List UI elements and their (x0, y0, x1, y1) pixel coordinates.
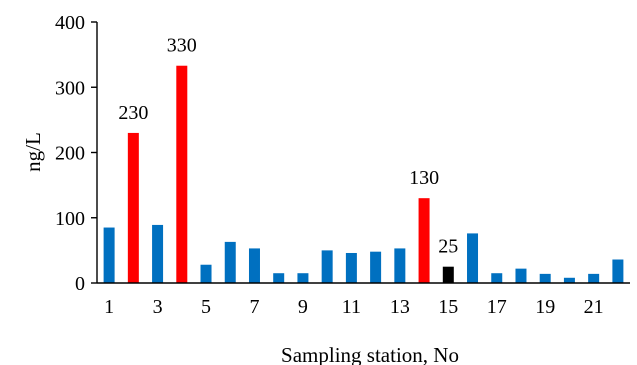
bar-station-16 (467, 233, 479, 283)
y-tick-label: 400 (55, 12, 85, 34)
x-axis-title: Sampling station, No (281, 343, 459, 365)
y-tick-label: 100 (55, 208, 85, 230)
y-tick-label: 0 (75, 273, 85, 295)
bar-station-2 (127, 132, 139, 283)
bar-station-5 (200, 264, 212, 283)
bar-station-7 (248, 248, 260, 283)
x-tick-label: 13 (390, 296, 410, 318)
bar-station-19 (539, 273, 551, 283)
x-tick-label: 21 (584, 296, 604, 318)
y-tick-label: 300 (55, 77, 85, 99)
x-ticks-group: 1 3 5 7 9 11 13 15 17 19 21 (104, 296, 604, 318)
data-label-station-15: 25 (438, 236, 458, 258)
bars-group (103, 65, 624, 284)
data-label-station-2: 230 (118, 102, 148, 124)
x-tick-label: 1 (104, 296, 114, 318)
bar-station-14 (418, 198, 430, 283)
bar-station-21 (588, 273, 600, 283)
y-tick-label: 200 (55, 143, 85, 165)
bar-station-18 (515, 268, 527, 283)
x-tick-label: 5 (201, 296, 211, 318)
data-label-station-14: 130 (409, 167, 439, 189)
bar-station-1 (103, 227, 115, 283)
y-axis-title: ng/L (21, 132, 45, 172)
bar-station-15 (442, 266, 454, 283)
bar-station-17 (491, 273, 503, 283)
x-tick-label: 11 (342, 296, 361, 318)
bar-station-11 (345, 252, 357, 283)
bar-station-13 (394, 248, 406, 283)
data-label-station-4: 330 (167, 35, 197, 57)
bar-station-20 (563, 277, 575, 283)
bar-station-6 (224, 241, 236, 283)
bar-station-8 (273, 273, 285, 283)
x-tick-label: 9 (298, 296, 308, 318)
y-ticks-group: 0 100 200 300 400 (55, 12, 97, 295)
x-tick-label: 7 (249, 296, 259, 318)
bar-station-12 (370, 251, 382, 283)
bar-station-3 (152, 224, 164, 283)
x-tick-label: 3 (153, 296, 163, 318)
x-tick-label: 17 (487, 296, 507, 318)
bar-station-4 (176, 65, 188, 283)
bar-station-22 (612, 259, 624, 283)
x-tick-label: 19 (535, 296, 555, 318)
bar-station-10 (321, 250, 333, 284)
data-labels-group: 230 330 130 25 (118, 35, 458, 258)
bar-station-9 (297, 273, 309, 283)
x-tick-label: 15 (438, 296, 458, 318)
